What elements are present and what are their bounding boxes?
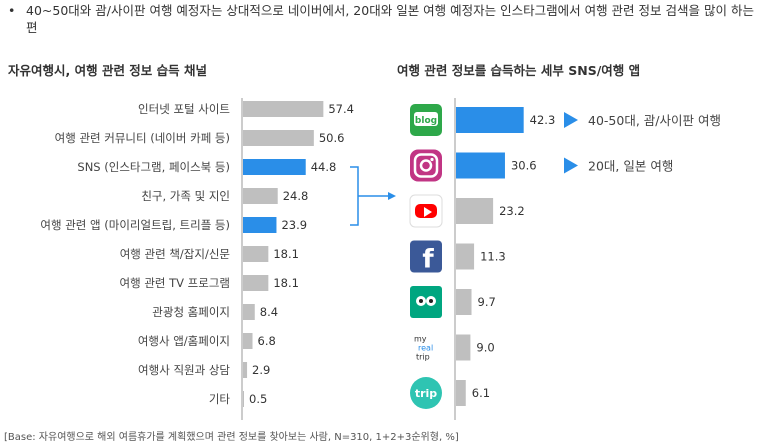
- left-category-label: 여행사 직원과 상담: [138, 363, 230, 377]
- left-value-label: 50.6: [319, 131, 345, 145]
- left-bar: [243, 217, 277, 233]
- left-value-label: 18.1: [273, 247, 299, 261]
- left-category-label: 여행 관련 커뮤니티 (네이버 카페 등): [55, 131, 230, 145]
- left-value-label: 0.5: [249, 392, 267, 406]
- right-bar: [456, 107, 524, 133]
- left-value-label: 44.8: [311, 160, 337, 174]
- left-category-label: 기타: [209, 392, 231, 406]
- left-bar: [243, 275, 269, 291]
- instagram-icon: [410, 149, 442, 182]
- left-bar: [243, 101, 324, 117]
- footnote: [Base: 자유여행으로 해외 여름휴가를 계획했으며 관련 정보를 찾아보는…: [4, 432, 459, 443]
- svg-text:trip: trip: [416, 353, 430, 362]
- right-value-label: 42.3: [530, 113, 556, 127]
- left-category-label: 친구, 가족 및 지인: [141, 189, 230, 203]
- right-value-label: 23.2: [499, 204, 525, 218]
- left-value-label: 6.8: [258, 334, 276, 348]
- tripadvisor-icon: [410, 286, 442, 318]
- left-value-label: 8.4: [260, 305, 278, 319]
- left-bar: [243, 362, 248, 378]
- connector-arrowhead: [388, 192, 396, 200]
- left-value-label: 24.8: [283, 189, 309, 203]
- left-bar: [243, 391, 244, 407]
- left-bar: [243, 130, 314, 146]
- left-bar: [243, 159, 306, 175]
- left-value-label: 18.1: [273, 276, 299, 290]
- callout-arrow: [564, 157, 578, 174]
- callout-text: 20대, 일본 여행: [588, 159, 673, 174]
- left-category-label: 여행 관련 TV 프로그램: [120, 276, 231, 290]
- right-value-label: 11.3: [480, 250, 506, 264]
- right-value-label: 9.7: [478, 295, 496, 309]
- headline-bullet: •: [8, 3, 16, 18]
- right-bar: [456, 380, 466, 406]
- left-value-label: 23.9: [281, 218, 307, 232]
- left-category-label: 여행 관련 앱 (마이리얼트립, 트리플 등): [40, 218, 230, 232]
- callout-annotation: 40-50대, 괌/사이판 여행: [564, 112, 721, 128]
- left-bar: [243, 188, 278, 204]
- svg-text:my: my: [414, 335, 427, 344]
- left-category-label: 여행사 앱/홈페이지: [138, 334, 230, 348]
- left-category-label: 여행 관련 책/잡지/신문: [120, 247, 230, 261]
- facebook-icon: f: [410, 240, 442, 275]
- blog-icon: blog: [410, 104, 442, 136]
- right-bar: [456, 243, 475, 270]
- headline-text: 40~50대와 괌/사이판 여행 예정자는 상대적으로 네이버에서, 20대와 …: [26, 3, 754, 35]
- callout-text: 40-50대, 괌/사이판 여행: [588, 113, 721, 128]
- youtube-icon: [409, 194, 443, 228]
- right-chart-title: 여행 관련 정보를 습득하는 세부 SNS/여행 앱: [397, 63, 641, 78]
- connector-bracket: [350, 166, 396, 226]
- right-bar: [456, 289, 472, 315]
- svg-text:trip: trip: [415, 387, 437, 400]
- left-category-label: 인터넷 포털 사이트: [138, 102, 230, 116]
- right-bar: [456, 334, 471, 361]
- right-bar: [456, 198, 494, 224]
- callout-annotation: 20대, 일본 여행: [564, 157, 673, 174]
- right-value-label: 6.1: [472, 386, 490, 400]
- right-bar: [456, 152, 505, 179]
- right-value-label: 30.6: [511, 159, 537, 173]
- left-chart-title: 자유여행시, 여행 관련 정보 습득 채널: [8, 63, 208, 78]
- left-value-label: 57.4: [328, 102, 354, 116]
- triple-icon: trip: [410, 377, 442, 409]
- left-bar: [243, 333, 253, 349]
- left-category-label: 관광청 홈페이지: [152, 305, 230, 319]
- svg-text:real: real: [418, 344, 433, 353]
- callout-arrow: [564, 112, 578, 128]
- left-bar: [243, 246, 269, 262]
- connector-line: [350, 166, 359, 226]
- svg-text:f: f: [422, 245, 434, 275]
- left-bar: [243, 304, 255, 320]
- left-category-label: SNS (인스타그램, 페이스북 등): [77, 160, 230, 174]
- right-value-label: 9.0: [476, 341, 494, 355]
- svg-text:blog: blog: [415, 116, 437, 126]
- left-value-label: 2.9: [252, 363, 270, 377]
